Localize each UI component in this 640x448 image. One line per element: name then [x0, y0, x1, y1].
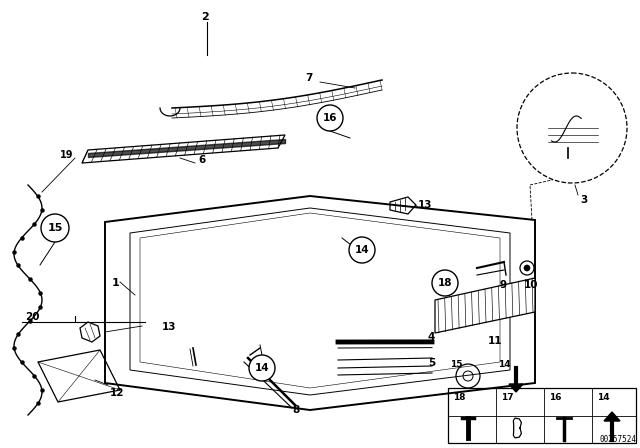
Text: 10: 10 — [524, 280, 538, 290]
Circle shape — [349, 237, 375, 263]
Bar — [448, 388, 636, 443]
Text: 13: 13 — [162, 322, 177, 332]
Circle shape — [432, 270, 458, 296]
Text: 17: 17 — [501, 393, 514, 402]
Circle shape — [317, 105, 343, 131]
Polygon shape — [82, 135, 285, 163]
Text: 16: 16 — [323, 113, 337, 123]
Text: 11: 11 — [488, 336, 502, 346]
Text: 14: 14 — [255, 363, 269, 373]
Text: 3: 3 — [580, 195, 588, 205]
Circle shape — [41, 214, 69, 242]
Text: 7: 7 — [305, 73, 312, 83]
Text: 13: 13 — [418, 200, 433, 210]
Text: 14: 14 — [498, 360, 511, 369]
Text: 6: 6 — [198, 155, 205, 165]
Text: 12: 12 — [110, 388, 125, 398]
Text: 19: 19 — [60, 150, 74, 160]
Text: 4: 4 — [428, 332, 435, 342]
Text: 8: 8 — [292, 405, 300, 415]
Text: 16: 16 — [549, 393, 561, 402]
Circle shape — [249, 355, 275, 381]
Text: 18: 18 — [438, 278, 452, 288]
Polygon shape — [435, 278, 535, 333]
Text: 15: 15 — [450, 360, 463, 369]
Text: 18: 18 — [453, 393, 465, 402]
Text: 15: 15 — [47, 223, 63, 233]
Text: 9: 9 — [500, 280, 507, 290]
Polygon shape — [509, 384, 523, 392]
Circle shape — [524, 265, 530, 271]
Text: 14: 14 — [355, 245, 369, 255]
Polygon shape — [604, 412, 620, 421]
Text: 1: 1 — [112, 278, 120, 288]
Text: 00257524: 00257524 — [599, 435, 636, 444]
Text: 5: 5 — [428, 358, 435, 368]
Text: 14: 14 — [597, 393, 610, 402]
Text: 20: 20 — [25, 312, 40, 322]
Text: 2: 2 — [201, 12, 209, 22]
